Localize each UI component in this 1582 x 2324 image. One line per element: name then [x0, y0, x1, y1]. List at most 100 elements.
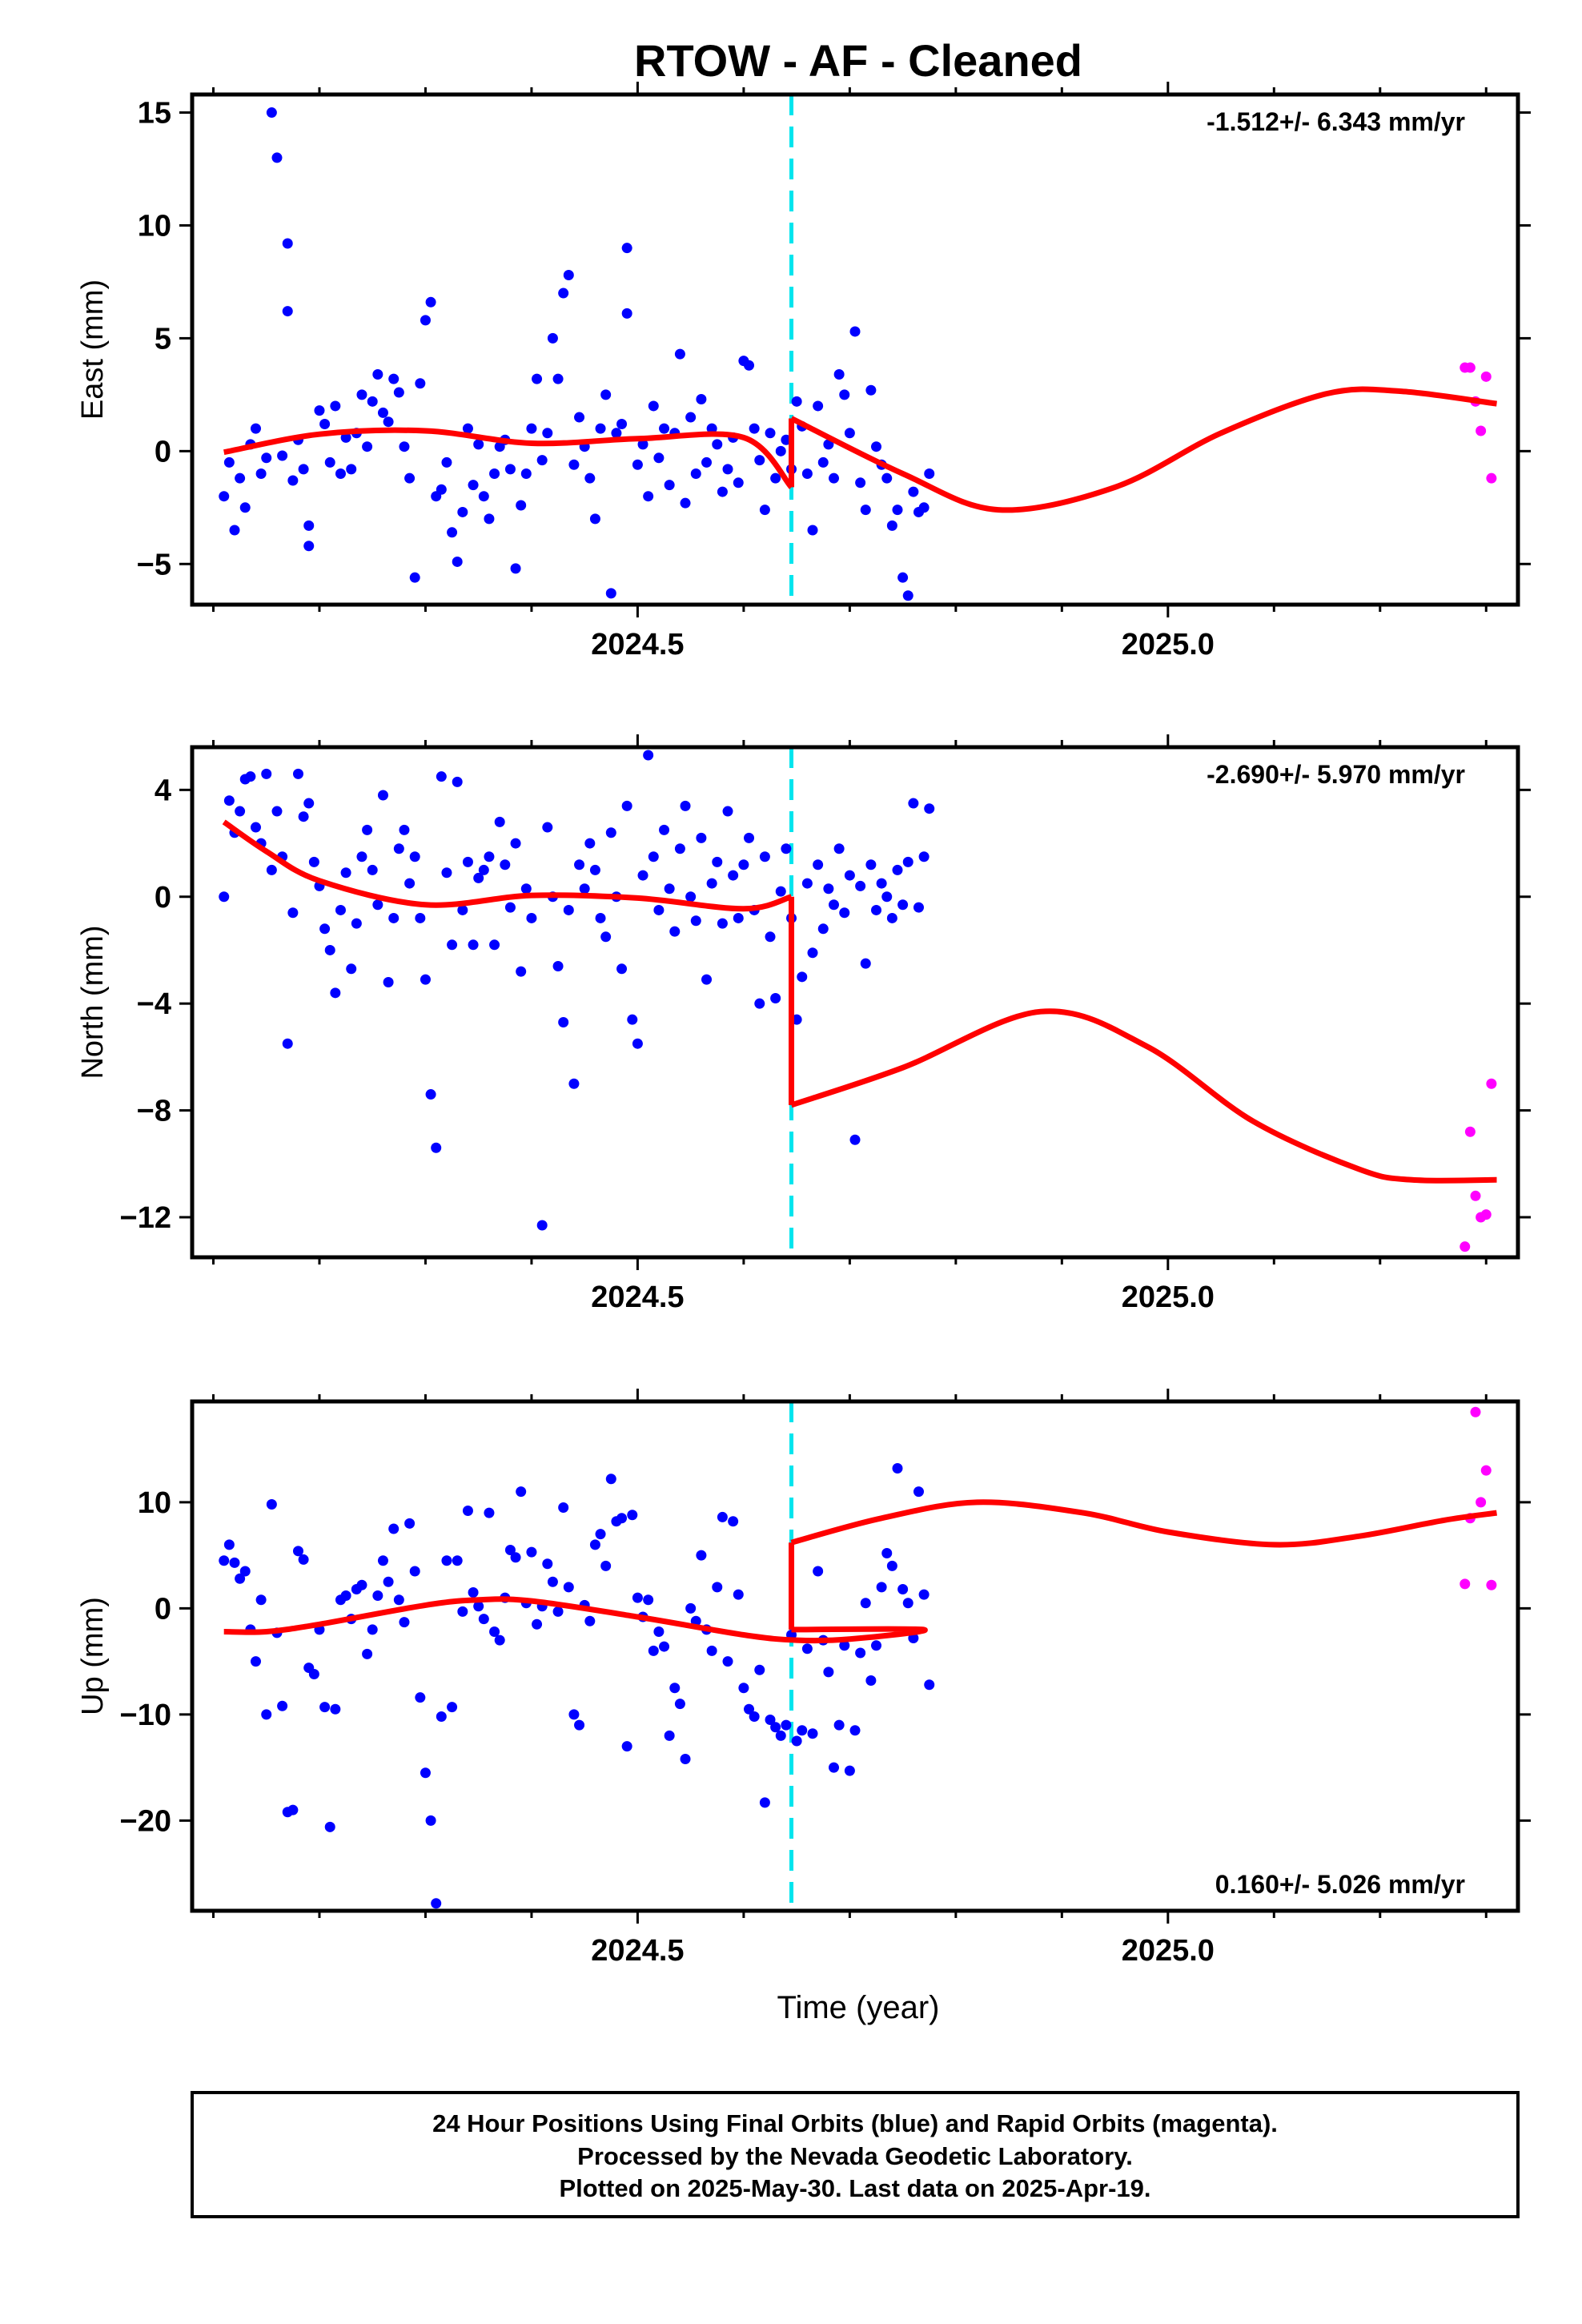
- final-orbit-point: [383, 416, 394, 428]
- final-orbit-point: [308, 1669, 319, 1680]
- final-orbit-point: [277, 450, 288, 461]
- final-orbit-point: [902, 856, 913, 867]
- final-orbit-point: [377, 790, 388, 801]
- final-orbit-point: [749, 423, 760, 434]
- rapid-orbit-point: [1464, 1126, 1476, 1137]
- final-orbit-point: [918, 851, 930, 862]
- final-orbit-point: [504, 464, 516, 475]
- final-orbit-point: [770, 1722, 781, 1733]
- final-orbit-point: [589, 513, 600, 525]
- final-orbit-point: [600, 389, 612, 400]
- final-orbit-point: [897, 899, 909, 911]
- final-orbit-point: [552, 1606, 564, 1617]
- final-orbit-point: [744, 360, 755, 371]
- rapid-orbit-point: [1460, 1578, 1471, 1590]
- final-orbit-point: [908, 486, 919, 497]
- plot-frame: [190, 1399, 1520, 1913]
- final-orbit-point: [292, 768, 303, 779]
- y-tick-label: −5: [137, 548, 171, 581]
- x-tick-label: 2024.5: [591, 628, 684, 661]
- final-orbit-point: [239, 1566, 251, 1577]
- final-orbit-point: [801, 468, 813, 480]
- final-orbit-point: [287, 1804, 299, 1815]
- final-orbit-point: [235, 472, 246, 484]
- y-tick-label: −4: [137, 987, 171, 1021]
- final-orbit-point: [484, 851, 495, 862]
- final-orbit-point: [409, 1566, 420, 1577]
- final-orbit-point: [399, 441, 410, 452]
- rapid-orbit-point: [1476, 425, 1487, 436]
- final-orbit-point: [860, 958, 871, 969]
- final-orbit-point: [579, 883, 590, 895]
- final-orbit-point: [860, 1598, 871, 1609]
- final-orbit-point: [744, 832, 755, 843]
- final-orbit-point: [367, 864, 378, 875]
- panel-up: 10 0 −10 −20 2024.5 2025.0 Up (mm) 0.160+/- 5.0…: [76, 1389, 1531, 1968]
- final-orbit-point: [362, 824, 373, 835]
- final-orbit-point: [637, 870, 648, 881]
- final-orbit-point: [431, 1142, 442, 1153]
- final-orbit-point: [526, 912, 537, 923]
- final-orbit-point: [340, 1590, 351, 1601]
- final-orbit-point: [425, 1089, 436, 1100]
- final-orbit-point: [632, 459, 643, 470]
- final-orbit-point: [648, 851, 659, 862]
- final-orbit-point: [319, 419, 331, 430]
- final-orbit-point: [563, 1582, 574, 1593]
- final-orbit-point: [829, 899, 840, 911]
- final-orbit-point: [696, 394, 707, 405]
- final-orbit-point: [462, 423, 473, 434]
- final-orbit-point: [701, 974, 713, 985]
- final-orbit-point: [870, 1640, 881, 1651]
- final-orbit-point: [648, 1645, 659, 1656]
- caption-line-1: 24 Hour Positions Using Final Orbits (bl…: [432, 2109, 1278, 2137]
- final-orbit-point: [775, 445, 786, 456]
- final-orbit-point: [664, 1730, 675, 1741]
- final-orbit-point: [680, 1754, 691, 1765]
- x-tick-label: 2024.5: [591, 1934, 684, 1968]
- final-orbit-point: [520, 883, 532, 895]
- final-orbit-point: [298, 464, 309, 475]
- final-orbit-point: [897, 572, 909, 583]
- final-orbit-point: [563, 269, 574, 280]
- final-orbit-point: [420, 1767, 431, 1779]
- model-curve: [222, 819, 793, 912]
- final-orbit-point: [547, 1576, 558, 1587]
- final-orbit-point: [584, 838, 596, 849]
- plot-frame: [190, 92, 1520, 607]
- final-orbit-point: [552, 960, 564, 971]
- final-orbit-point: [817, 456, 829, 468]
- final-orbit-point: [870, 904, 881, 915]
- final-orbit-point: [621, 243, 632, 254]
- final-orbit-point: [722, 806, 733, 817]
- final-orbit-point: [441, 456, 452, 468]
- final-orbit-point: [393, 1594, 404, 1606]
- final-orbit-point: [775, 886, 786, 897]
- final-orbit-point: [223, 795, 235, 806]
- final-orbit-point: [504, 1545, 516, 1555]
- final-orbit-point: [696, 1550, 707, 1561]
- final-orbit-point: [733, 477, 744, 489]
- final-orbit-point: [520, 468, 532, 480]
- final-orbit-point: [282, 306, 293, 317]
- final-orbit-point: [367, 1624, 378, 1635]
- final-orbit-point: [813, 400, 824, 412]
- final-orbit-point: [648, 400, 659, 412]
- final-orbit-point: [659, 824, 670, 835]
- final-orbit-point: [589, 1539, 600, 1550]
- final-orbit-point: [680, 800, 691, 811]
- y-tick-label: 0: [155, 1592, 171, 1626]
- final-orbit-point: [372, 899, 383, 911]
- final-orbit-point: [653, 904, 665, 915]
- final-orbit-point: [277, 1700, 288, 1711]
- final-orbit-point: [595, 912, 606, 923]
- final-orbit-point: [706, 878, 717, 889]
- final-orbit-point: [266, 107, 277, 119]
- final-orbit-point: [791, 1735, 802, 1747]
- final-orbit-point: [924, 468, 935, 480]
- x-axis-label: Time (year): [777, 1990, 940, 2025]
- final-orbit-point: [324, 944, 335, 955]
- final-orbit-point: [744, 1703, 755, 1715]
- final-orbit-point: [892, 505, 903, 516]
- final-orbit-point: [754, 998, 765, 1009]
